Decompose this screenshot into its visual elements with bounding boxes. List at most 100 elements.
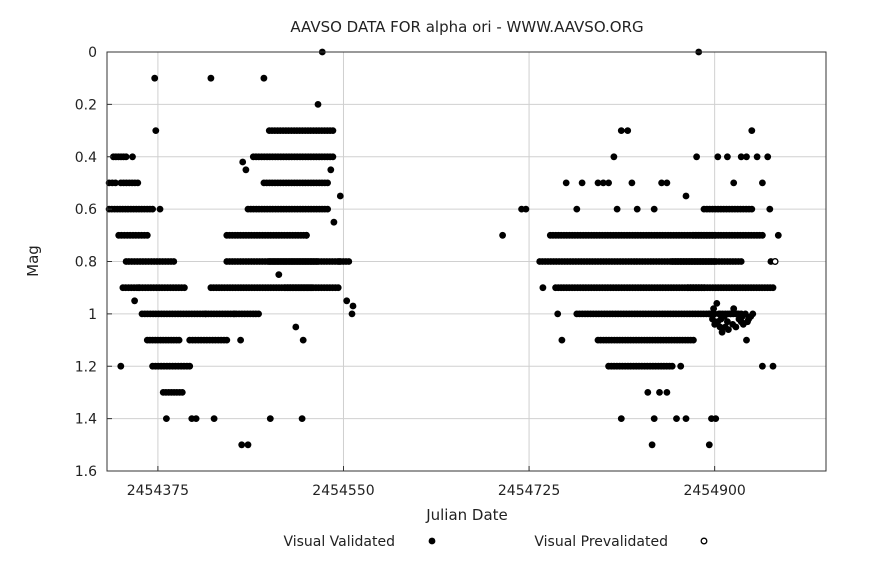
data-point-validated (562, 179, 570, 187)
data-layer (105, 48, 782, 449)
data-point-validated (648, 441, 656, 449)
data-point-validated (539, 284, 547, 292)
data-point-validated (748, 205, 756, 213)
data-point-validated (718, 328, 726, 336)
data-point-validated (149, 205, 157, 213)
data-point-validated (242, 166, 250, 174)
data-point-validated (260, 74, 268, 82)
data-point-validated (324, 179, 331, 187)
data-point-validated (663, 389, 671, 396)
data-point-validated (644, 389, 652, 396)
data-point-validated (739, 321, 747, 328)
data-point-validated (275, 271, 283, 278)
data-point-validated (298, 415, 306, 422)
data-point-validated (186, 362, 194, 370)
data-point-validated (605, 179, 612, 187)
legend-marker-validated (428, 537, 436, 545)
data-point-validated (599, 179, 607, 187)
y-tick-label: 0.4 (75, 150, 97, 166)
data-point-validated (766, 205, 774, 213)
x-tick-label: 2454550 (312, 483, 374, 499)
data-point-validated (522, 205, 530, 213)
data-point-validated (725, 326, 732, 333)
y-tick-label: 1.4 (75, 412, 97, 428)
data-point-validated (554, 310, 562, 318)
data-point-validated (578, 179, 586, 187)
legend-label: Visual Prevalidated (534, 534, 668, 550)
data-point-prevalidated (771, 258, 779, 265)
data-point-validated (558, 336, 566, 344)
data-point-validated (303, 231, 310, 239)
data-point-validated (769, 284, 777, 292)
data-point-validated (774, 231, 782, 239)
data-point-validated (628, 179, 636, 187)
data-point-validated (658, 179, 665, 187)
data-point-validated (749, 310, 757, 318)
data-point-validated (613, 205, 621, 213)
data-point-validated (650, 415, 658, 422)
data-point-validated (336, 192, 344, 200)
y-tick-label: 1 (88, 307, 97, 323)
legend-marker-prevalidated (700, 537, 708, 545)
data-point-validated (327, 166, 335, 174)
data-point-validated (724, 153, 731, 161)
data-point-validated (314, 101, 322, 108)
data-point-validated (292, 323, 300, 331)
data-point-validated (705, 310, 713, 318)
y-tick-label: 0.6 (75, 202, 97, 218)
data-point-validated (117, 362, 125, 370)
data-point-validated (244, 441, 252, 449)
data-point-validated (759, 231, 766, 239)
data-point-validated (610, 153, 618, 161)
data-point-validated (690, 336, 697, 344)
data-point-validated (682, 415, 690, 422)
data-point-validated (743, 153, 750, 161)
data-point-validated (223, 336, 231, 344)
data-point-validated (343, 297, 351, 305)
data-point-validated (238, 441, 246, 449)
data-point-validated (122, 153, 130, 161)
x-tick-label: 2454375 (127, 483, 189, 499)
data-point-validated (759, 179, 766, 187)
data-point-validated (178, 389, 186, 396)
data-point-validated (617, 415, 625, 422)
data-point-validated (175, 336, 183, 344)
data-point-validated (170, 258, 178, 265)
data-point-validated (764, 153, 772, 161)
data-point-validated (673, 415, 680, 422)
data-point-validated (715, 310, 723, 318)
data-point-validated (134, 179, 142, 187)
data-point-validated (129, 153, 136, 161)
data-point-validated (348, 310, 356, 318)
legend-label: Visual Validated (283, 534, 395, 550)
data-point-validated (714, 153, 722, 161)
data-point-validated (299, 336, 307, 344)
data-point-validated (499, 231, 506, 239)
data-point-validated (156, 205, 164, 213)
data-point-validated (716, 323, 724, 331)
data-point-validated (192, 415, 200, 422)
data-point-validated (210, 415, 218, 422)
data-point-validated (334, 284, 342, 292)
data-point-validated (324, 205, 331, 213)
data-point-validated (329, 127, 337, 134)
data-point-validated (733, 310, 741, 318)
data-point-validated (207, 74, 215, 82)
data-point-validated (710, 305, 717, 312)
data-point-validated (748, 127, 756, 134)
data-point-validated (329, 153, 337, 161)
tick-layer: 0 0.2 0.4 0.6 0.8 1 1.2 1.4 1.6 2454375 2454550 245… (75, 45, 746, 499)
data-point-validated (135, 284, 143, 292)
data-point-validated (335, 258, 343, 265)
data-point-validated (163, 415, 170, 422)
data-point-validated (743, 336, 750, 344)
y-tick-label: 0.2 (75, 97, 97, 113)
data-point-validated (112, 179, 119, 187)
data-point-validated (759, 362, 766, 370)
y-axis-label: Mag (24, 245, 42, 277)
legend: Visual Validated Visual Prevalidated (283, 534, 708, 550)
y-tick-label: 0.8 (75, 255, 97, 271)
data-point-validated (349, 302, 357, 310)
